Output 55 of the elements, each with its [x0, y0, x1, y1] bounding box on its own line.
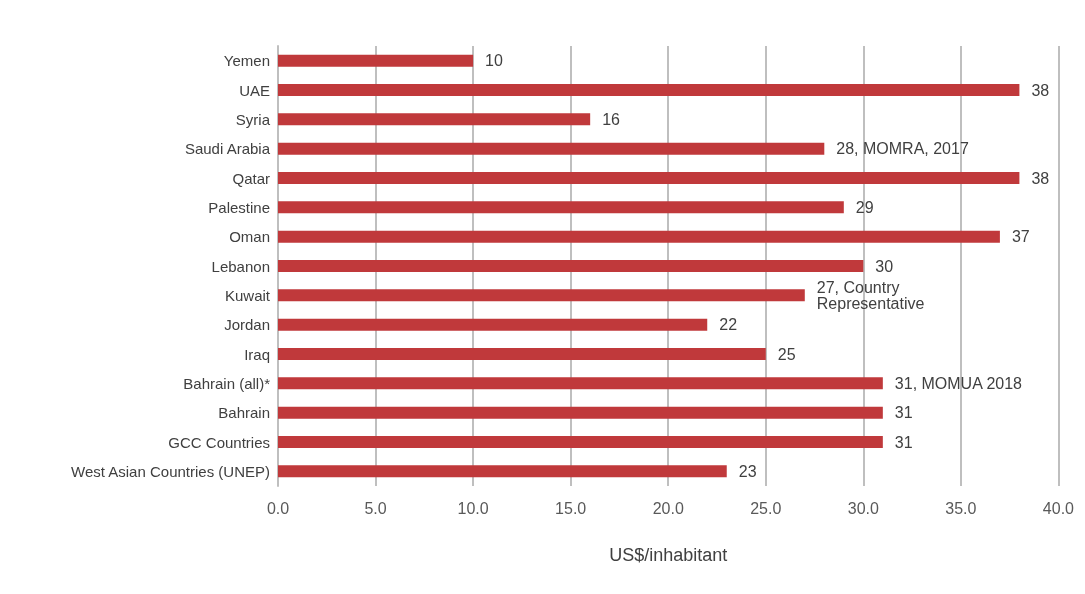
bar [278, 289, 805, 302]
y-tick-label: West Asian Countries (UNEP) [71, 462, 270, 480]
y-tick-label: Saudi Arabia [184, 140, 271, 158]
y-tick-label: Palestine [208, 198, 270, 216]
y-tick-label: Jordan [224, 316, 270, 334]
y-tick-label: Syria [235, 110, 271, 128]
data-label: 22 [719, 316, 738, 334]
bar [278, 54, 474, 67]
y-tick-label: Qatar [232, 169, 270, 187]
data-label: 28, MOMRA, 2017 [836, 140, 969, 158]
bar [278, 465, 727, 478]
bar [278, 348, 766, 360]
y-tick-label: Kuwait [224, 286, 271, 304]
data-label: 31, MOMUA 2018 [894, 374, 1023, 392]
bar [278, 142, 825, 155]
data-label: 30 [875, 257, 894, 275]
x-tick-label: 0.0 [266, 499, 290, 517]
data-label: 31 [894, 404, 913, 422]
bar [278, 318, 708, 331]
data-label: 38 [1031, 81, 1050, 99]
y-tick-label: Oman [229, 228, 270, 246]
data-label: 31 [894, 433, 913, 451]
bar [278, 436, 883, 448]
x-tick-label: 5.0 [364, 499, 387, 517]
bar [278, 230, 1000, 243]
data-label: 38 [1031, 169, 1050, 187]
bar [278, 172, 1020, 184]
y-tick-label: Bahrain [218, 404, 270, 422]
bar [278, 113, 591, 126]
y-tick-label: UAE [239, 81, 270, 99]
x-tick-label: 10.0 [457, 499, 489, 517]
x-tick-label: 15.0 [555, 499, 587, 517]
data-label: 16 [602, 110, 621, 128]
bar [278, 406, 883, 419]
x-tick-label: 40.0 [1042, 499, 1075, 517]
y-tick-label: Bahrain (all)* [183, 374, 271, 392]
data-label: 29 [855, 198, 874, 216]
x-tick-label: 20.0 [652, 499, 684, 517]
bar [278, 377, 883, 390]
data-label: 37 [1011, 228, 1030, 246]
bar [278, 260, 864, 272]
y-tick-label: Lebanon [211, 257, 270, 275]
x-tick-label: 30.0 [847, 499, 879, 517]
y-tick-label: Yemen [223, 52, 270, 70]
data-label: 25 [777, 345, 796, 363]
y-tick-label: Iraq [244, 345, 270, 363]
x-tick-label: 35.0 [945, 499, 977, 517]
bar [278, 84, 1020, 96]
bar [278, 201, 844, 214]
y-tick-label: GCC Countries [168, 433, 270, 451]
data-label: 23 [738, 462, 757, 480]
x-axis-title: US$/inhabitant [609, 545, 728, 565]
data-label: 10 [485, 52, 504, 70]
x-tick-label: 25.0 [750, 499, 782, 517]
data-label: 27, Country Representative [816, 278, 925, 312]
